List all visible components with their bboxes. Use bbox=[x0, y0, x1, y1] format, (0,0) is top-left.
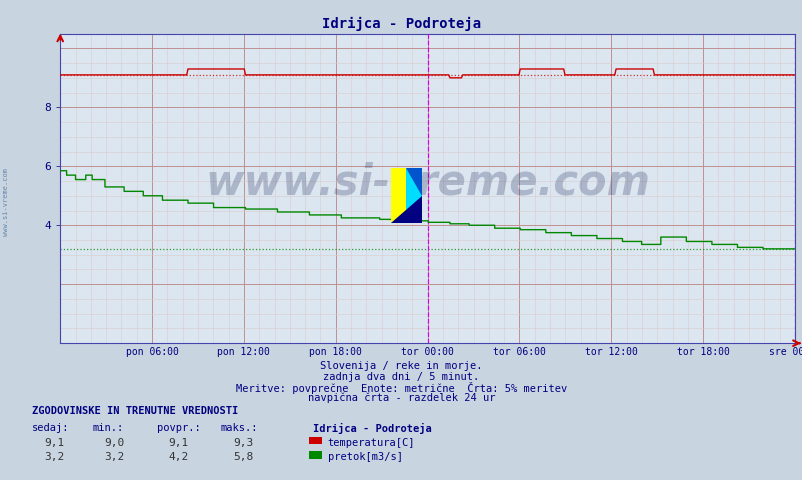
Text: 5,8: 5,8 bbox=[233, 452, 253, 462]
Text: ZGODOVINSKE IN TRENUTNE VREDNOSTI: ZGODOVINSKE IN TRENUTNE VREDNOSTI bbox=[32, 406, 238, 416]
Text: 3,2: 3,2 bbox=[104, 452, 124, 462]
Bar bbox=[406, 168, 421, 223]
Polygon shape bbox=[406, 168, 421, 196]
Text: zadnja dva dni / 5 minut.: zadnja dva dni / 5 minut. bbox=[323, 372, 479, 382]
Text: pretok[m3/s]: pretok[m3/s] bbox=[327, 452, 402, 462]
Text: 3,2: 3,2 bbox=[44, 452, 64, 462]
Text: 4,2: 4,2 bbox=[168, 452, 188, 462]
Text: sre 00:00: sre 00:00 bbox=[768, 347, 802, 357]
Text: www.si-vreme.com: www.si-vreme.com bbox=[205, 161, 650, 203]
Text: maks.:: maks.: bbox=[221, 423, 258, 433]
Text: Idrijca - Podroteja: Idrijca - Podroteja bbox=[313, 423, 431, 434]
Text: tor 18:00: tor 18:00 bbox=[676, 347, 729, 357]
Text: tor 06:00: tor 06:00 bbox=[492, 347, 545, 357]
Text: temperatura[C]: temperatura[C] bbox=[327, 438, 415, 448]
Text: tor 12:00: tor 12:00 bbox=[584, 347, 637, 357]
Text: tor 00:00: tor 00:00 bbox=[401, 347, 453, 357]
Text: 9,1: 9,1 bbox=[168, 438, 188, 448]
Text: sedaj:: sedaj: bbox=[32, 423, 70, 433]
Text: min.:: min.: bbox=[92, 423, 124, 433]
Text: navpična črta - razdelek 24 ur: navpična črta - razdelek 24 ur bbox=[307, 393, 495, 403]
Text: 9,3: 9,3 bbox=[233, 438, 253, 448]
Polygon shape bbox=[391, 196, 421, 223]
Text: Meritve: povprečne  Enote: metrične  Črta: 5% meritev: Meritve: povprečne Enote: metrične Črta:… bbox=[236, 382, 566, 394]
Bar bbox=[391, 168, 406, 223]
Text: www.si-vreme.com: www.si-vreme.com bbox=[3, 168, 10, 236]
Text: pon 12:00: pon 12:00 bbox=[217, 347, 270, 357]
Text: povpr.:: povpr.: bbox=[156, 423, 200, 433]
Text: pon 06:00: pon 06:00 bbox=[125, 347, 178, 357]
Text: 9,0: 9,0 bbox=[104, 438, 124, 448]
Text: pon 18:00: pon 18:00 bbox=[309, 347, 362, 357]
Text: 9,1: 9,1 bbox=[44, 438, 64, 448]
Text: Slovenija / reke in morje.: Slovenija / reke in morje. bbox=[320, 361, 482, 371]
Text: Idrijca - Podroteja: Idrijca - Podroteja bbox=[322, 17, 480, 31]
